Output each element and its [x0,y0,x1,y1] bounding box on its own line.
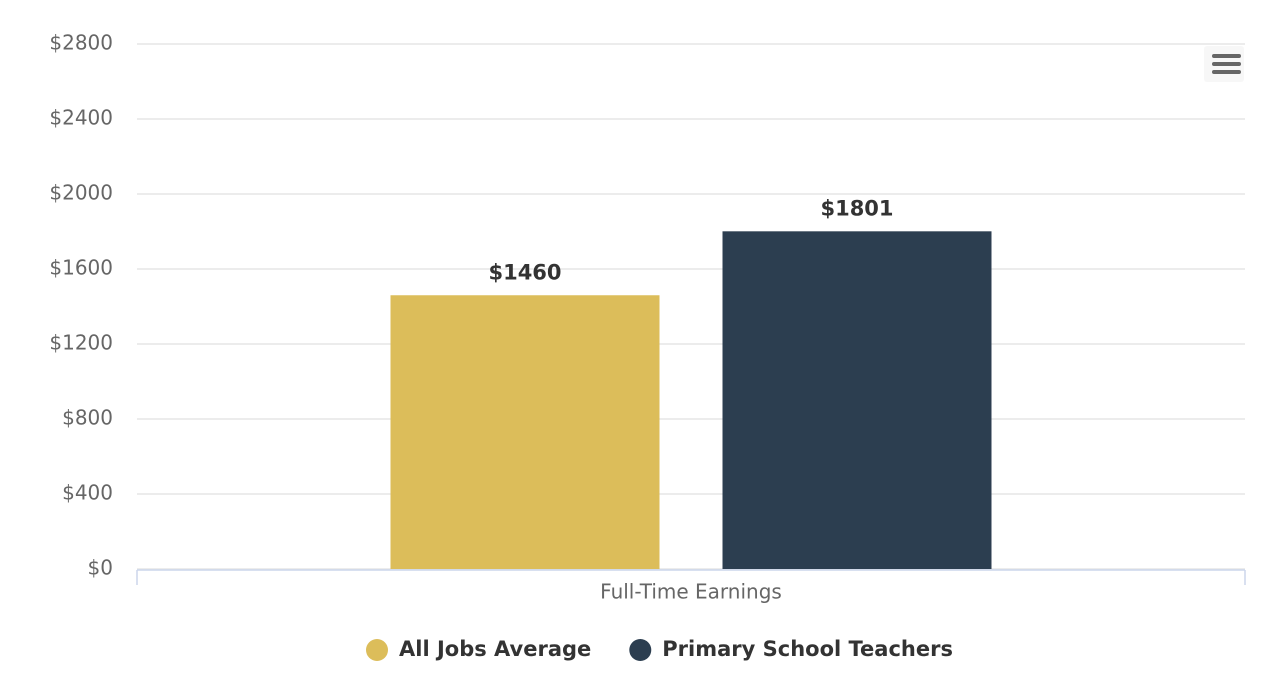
menu-bar [1212,54,1241,58]
y-tick-label: $1600 [49,256,113,280]
y-tick-label: $2000 [49,181,113,205]
menu-bar [1212,70,1241,74]
y-tick-label: $1200 [49,331,113,355]
bar [390,295,660,569]
y-tick-label: $2800 [49,31,113,55]
legend-label: All Jobs Average [399,637,591,661]
y-tick-label: $0 [88,556,113,580]
y-tick-label: $2400 [49,106,113,130]
legend-marker [366,639,388,661]
legend-label: Primary School Teachers [662,637,953,661]
bar [722,231,992,569]
menu-button[interactable] [1204,46,1244,82]
value-label: $1801 [820,196,893,220]
legend-marker [629,639,652,661]
value-label: $1460 [488,260,561,284]
x-tick-label: Full-Time Earnings [600,580,782,604]
y-tick-label: $800 [62,406,113,430]
menu-bar [1212,62,1241,66]
y-tick-label: $400 [62,481,113,505]
